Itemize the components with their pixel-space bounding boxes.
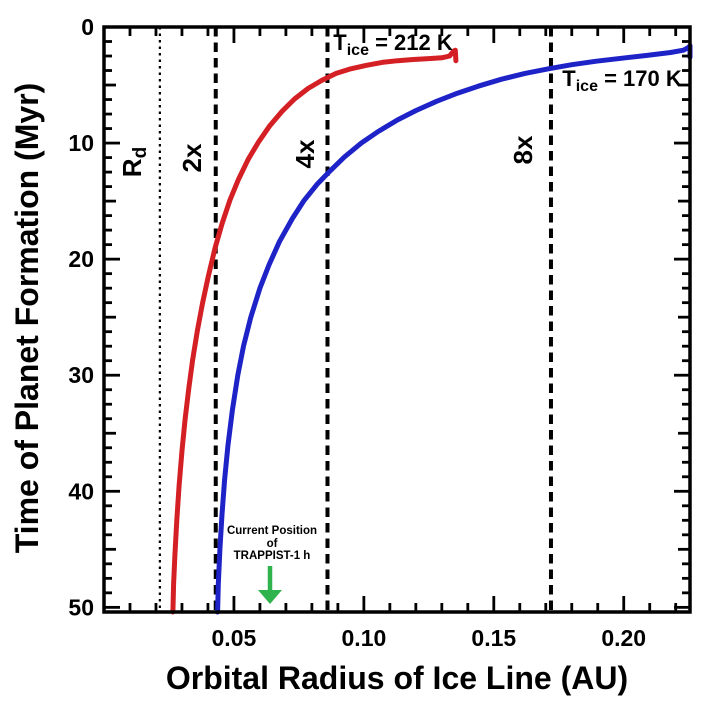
curve-t212 xyxy=(170,47,459,615)
x-tick-label: 0.20 xyxy=(601,625,646,651)
x-tick-label: 0.10 xyxy=(342,625,387,651)
y-axis-title: Time of Planet Formation (Myr) xyxy=(9,83,45,554)
annotation-line-2: of xyxy=(267,538,278,550)
x-tick-label: 0.05 xyxy=(212,625,257,651)
vline-label-2x: 2x xyxy=(177,143,207,172)
vline-label-rd: Rd xyxy=(117,147,151,177)
reference-vlines xyxy=(158,27,553,612)
y-tick-label: 10 xyxy=(68,130,94,156)
y-tick-label: 50 xyxy=(68,594,94,620)
annotation-line-3: TRAPPIST-1 h xyxy=(234,550,311,562)
vline-label-4x: 4x xyxy=(290,139,320,168)
annotation-line-1: Current Position xyxy=(227,525,317,537)
tick-labels: 0.05 0.10 0.15 0.20 0 10 20 30 40 50 xyxy=(68,14,646,651)
trappist-annotation: Current Position of TRAPPIST-1 h xyxy=(227,525,317,604)
curve-t170 xyxy=(215,43,693,615)
annotation-arrow-head xyxy=(258,590,282,604)
series-label-170k: Tice = 170 K xyxy=(562,66,682,95)
data-curves xyxy=(170,43,693,615)
axis-ticks xyxy=(104,25,690,612)
plot-frame xyxy=(102,25,692,614)
y-tick-label: 0 xyxy=(81,14,94,40)
vline-label-8x: 8x xyxy=(508,135,538,164)
y-tick-label: 30 xyxy=(68,362,94,388)
y-tick-label: 20 xyxy=(68,246,94,272)
x-tick-label: 0.15 xyxy=(471,625,516,651)
series-label-212k: Tice = 212 K xyxy=(333,30,453,59)
x-axis-title: Orbital Radius of Ice Line (AU) xyxy=(166,660,628,696)
y-tick-label: 40 xyxy=(68,478,94,504)
